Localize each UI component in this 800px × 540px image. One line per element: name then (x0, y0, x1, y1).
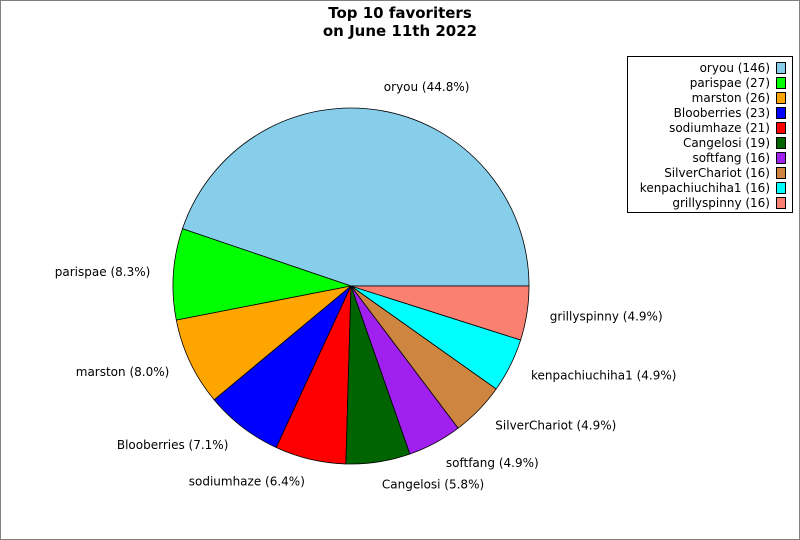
legend-label: kenpachiuchiha1 (16) (639, 180, 770, 195)
slice-label-parispae: parispae (8.3%) (55, 265, 151, 279)
legend-item-marston: marston (26) (628, 90, 792, 105)
legend-item-oryou: oryou (146) (628, 60, 792, 75)
slice-label-softfang: softfang (4.9%) (446, 456, 539, 470)
legend-swatch (776, 121, 786, 134)
legend-item-cangelosi: Cangelosi (19) (628, 135, 792, 150)
legend-item-grillyspinny: grillyspinny (16) (628, 195, 792, 210)
legend-swatch (776, 61, 786, 74)
legend-label: parispae (27) (689, 75, 770, 90)
legend-swatch (776, 76, 786, 89)
legend-item-softfang: softfang (16) (628, 150, 792, 165)
chart-title-line-1: Top 10 favoriters (328, 4, 472, 22)
legend-item-blooberries: Blooberries (23) (628, 105, 792, 120)
slice-label-grillyspinny: grillyspinny (4.9%) (550, 309, 663, 323)
legend-label: grillyspinny (16) (672, 195, 770, 210)
slice-label-cangelosi: Cangelosi (5.8%) (382, 477, 484, 491)
pie-slice-oryou (182, 107, 530, 287)
legend-label: Cangelosi (19) (682, 135, 770, 150)
legend-item-kenpachiuchiha1: kenpachiuchiha1 (16) (628, 180, 792, 195)
legend-swatch (776, 196, 786, 209)
legend-swatch (776, 91, 786, 104)
legend-swatch (776, 106, 786, 119)
legend-swatch (776, 151, 786, 164)
legend-item-sodiumhaze: sodiumhaze (21) (628, 120, 792, 135)
pie-slice-parispae (172, 228, 352, 321)
chart-legend: oryou (146) parispae (27) marston (26) Bloo… (627, 56, 793, 213)
pie-slice-marston (175, 285, 352, 401)
legend-swatch (776, 181, 786, 194)
slice-label-kenpachiuchiha1: kenpachiuchiha1 (4.9%) (531, 368, 676, 382)
slice-label-blooberries: Blooberries (7.1%) (117, 438, 229, 452)
legend-label: sodiumhaze (21) (669, 120, 770, 135)
legend-item-silverchariot: SilverChariot (16) (628, 165, 792, 180)
legend-label: SilverChariot (16) (664, 165, 770, 180)
legend-label: Blooberries (23) (673, 105, 770, 120)
pie-slice-grillyspinny (350, 285, 530, 341)
slice-label-silverchariot: SilverChariot (4.9%) (495, 419, 616, 433)
chart-title: Top 10 favoriters on June 11th 2022 (1, 4, 799, 40)
legend-label: softfang (16) (692, 150, 770, 165)
legend-label: oryou (146) (699, 60, 770, 75)
slice-label-sodiumhaze: sodiumhaze (6.4%) (189, 474, 305, 488)
slice-label-marston: marston (8.0%) (76, 365, 170, 379)
legend-label: marston (26) (691, 90, 770, 105)
legend-swatch (776, 136, 786, 149)
slice-label-oryou: oryou (44.8%) (384, 80, 470, 94)
legend-swatch (776, 166, 786, 179)
chart-title-line-2: on June 11th 2022 (322, 22, 478, 40)
legend-item-parispae: parispae (27) (628, 75, 792, 90)
